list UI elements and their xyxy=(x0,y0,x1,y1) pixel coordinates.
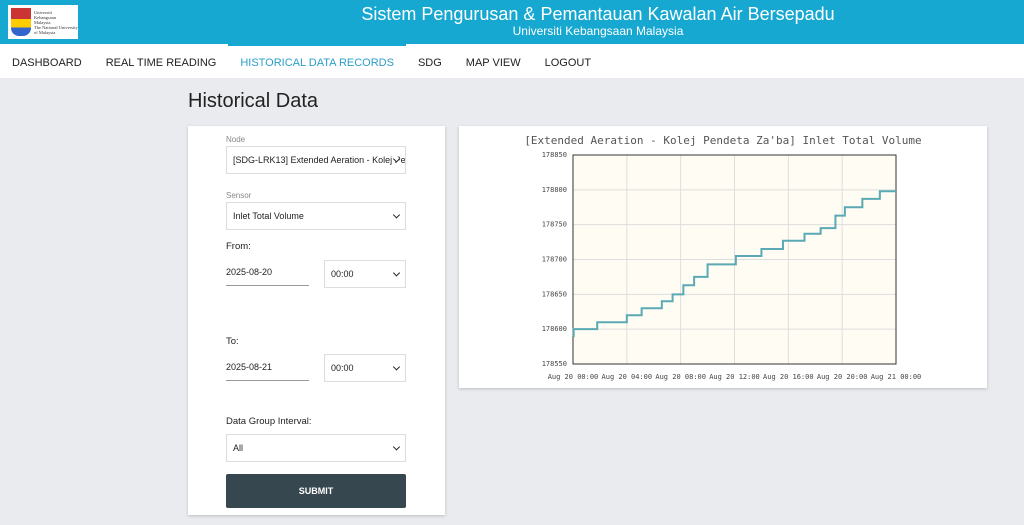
nav-item[interactable]: HISTORICAL DATA RECORDS xyxy=(228,44,406,78)
nav-item[interactable]: REAL TIME READING xyxy=(105,57,217,69)
y-tick-label: 178700 xyxy=(542,256,567,264)
chart-title: [Extended Aeration - Kolej Pendeta Za'ba… xyxy=(524,134,921,147)
nav-item[interactable]: MAP VIEW xyxy=(465,57,521,69)
nav-item[interactable]: SDG xyxy=(417,57,442,69)
data-line xyxy=(572,190,896,338)
sensor-select[interactable]: Inlet Total Volume xyxy=(226,202,406,230)
x-tick-label: Aug 20 16:00 xyxy=(763,373,814,381)
x-tick-label: Aug 20 00:00 xyxy=(548,373,599,381)
plot-border xyxy=(572,154,897,365)
x-tick-label: Aug 20 20:00 xyxy=(817,373,868,381)
logo-line: of Malaysia xyxy=(34,29,56,35)
from-label: From: xyxy=(226,241,251,252)
x-tick-label: Aug 21 00:00 xyxy=(871,373,922,381)
nav-item[interactable]: LOGOUT xyxy=(544,57,592,69)
y-tick-label: 178750 xyxy=(542,221,567,229)
to-date[interactable]: 2025-08-21 xyxy=(226,356,309,381)
x-tick-label: Aug 20 08:00 xyxy=(655,373,706,381)
submit-button[interactable]: SUBMIT xyxy=(226,474,406,508)
y-tick-label: 178850 xyxy=(542,151,567,159)
interval-select[interactable]: All xyxy=(226,434,406,462)
header-title: Sistem Pengurusan & Pemantauan Kawalan A… xyxy=(361,4,835,24)
header: Universiti Kebangsaan Malaysia The National… xyxy=(0,0,1024,44)
form-card: Node [SDG-LRK13] Extended Aeration - Kol… xyxy=(188,126,445,515)
logo-line: The National University xyxy=(34,24,78,30)
to-label: To: xyxy=(226,336,239,347)
nav-bar: DASHBOARD REAL TIME READING HISTORICAL DAT… xyxy=(0,44,1024,78)
logo-text: Universiti Kebangsaan Malaysia The National… xyxy=(34,10,78,35)
logo: Universiti Kebangsaan Malaysia The National… xyxy=(8,5,78,39)
y-tick-label: 178650 xyxy=(542,290,567,298)
interval-label: Data Group Interval: xyxy=(226,416,312,427)
logo-line: Malaysia xyxy=(34,19,51,25)
sensor-label: Sensor xyxy=(226,191,252,200)
x-tick-label: Aug 20 12:00 xyxy=(709,373,760,381)
to-time[interactable]: 00:00 xyxy=(324,354,406,382)
logo-line: Universiti xyxy=(34,9,52,15)
x-tick-label: Aug 20 04:00 xyxy=(602,373,653,381)
y-tick-label: 178800 xyxy=(542,186,567,194)
y-tick-label: 178550 xyxy=(542,360,567,368)
header-subtitle: Universiti Kebangsaan Malaysia xyxy=(512,24,684,38)
page-title: Historical Data xyxy=(188,90,319,112)
from-date[interactable]: 2025-08-20 xyxy=(226,261,309,286)
nav-item[interactable]: DASHBOARD xyxy=(12,57,82,69)
y-tick-label: 178600 xyxy=(542,325,567,333)
chart-card: [Extended Aeration - Kolej Pendeta Za'ba… xyxy=(459,126,987,388)
from-time[interactable]: 00:00 xyxy=(324,260,406,288)
node-label: Node xyxy=(226,135,246,144)
node-select[interactable]: [SDG-LRK13] Extended Aeration - Kolej Pe… xyxy=(226,146,406,174)
chart: [Extended Aeration - Kolej Pendeta Za'ba… xyxy=(524,134,922,381)
logo-line: Kebangsaan xyxy=(34,14,56,20)
